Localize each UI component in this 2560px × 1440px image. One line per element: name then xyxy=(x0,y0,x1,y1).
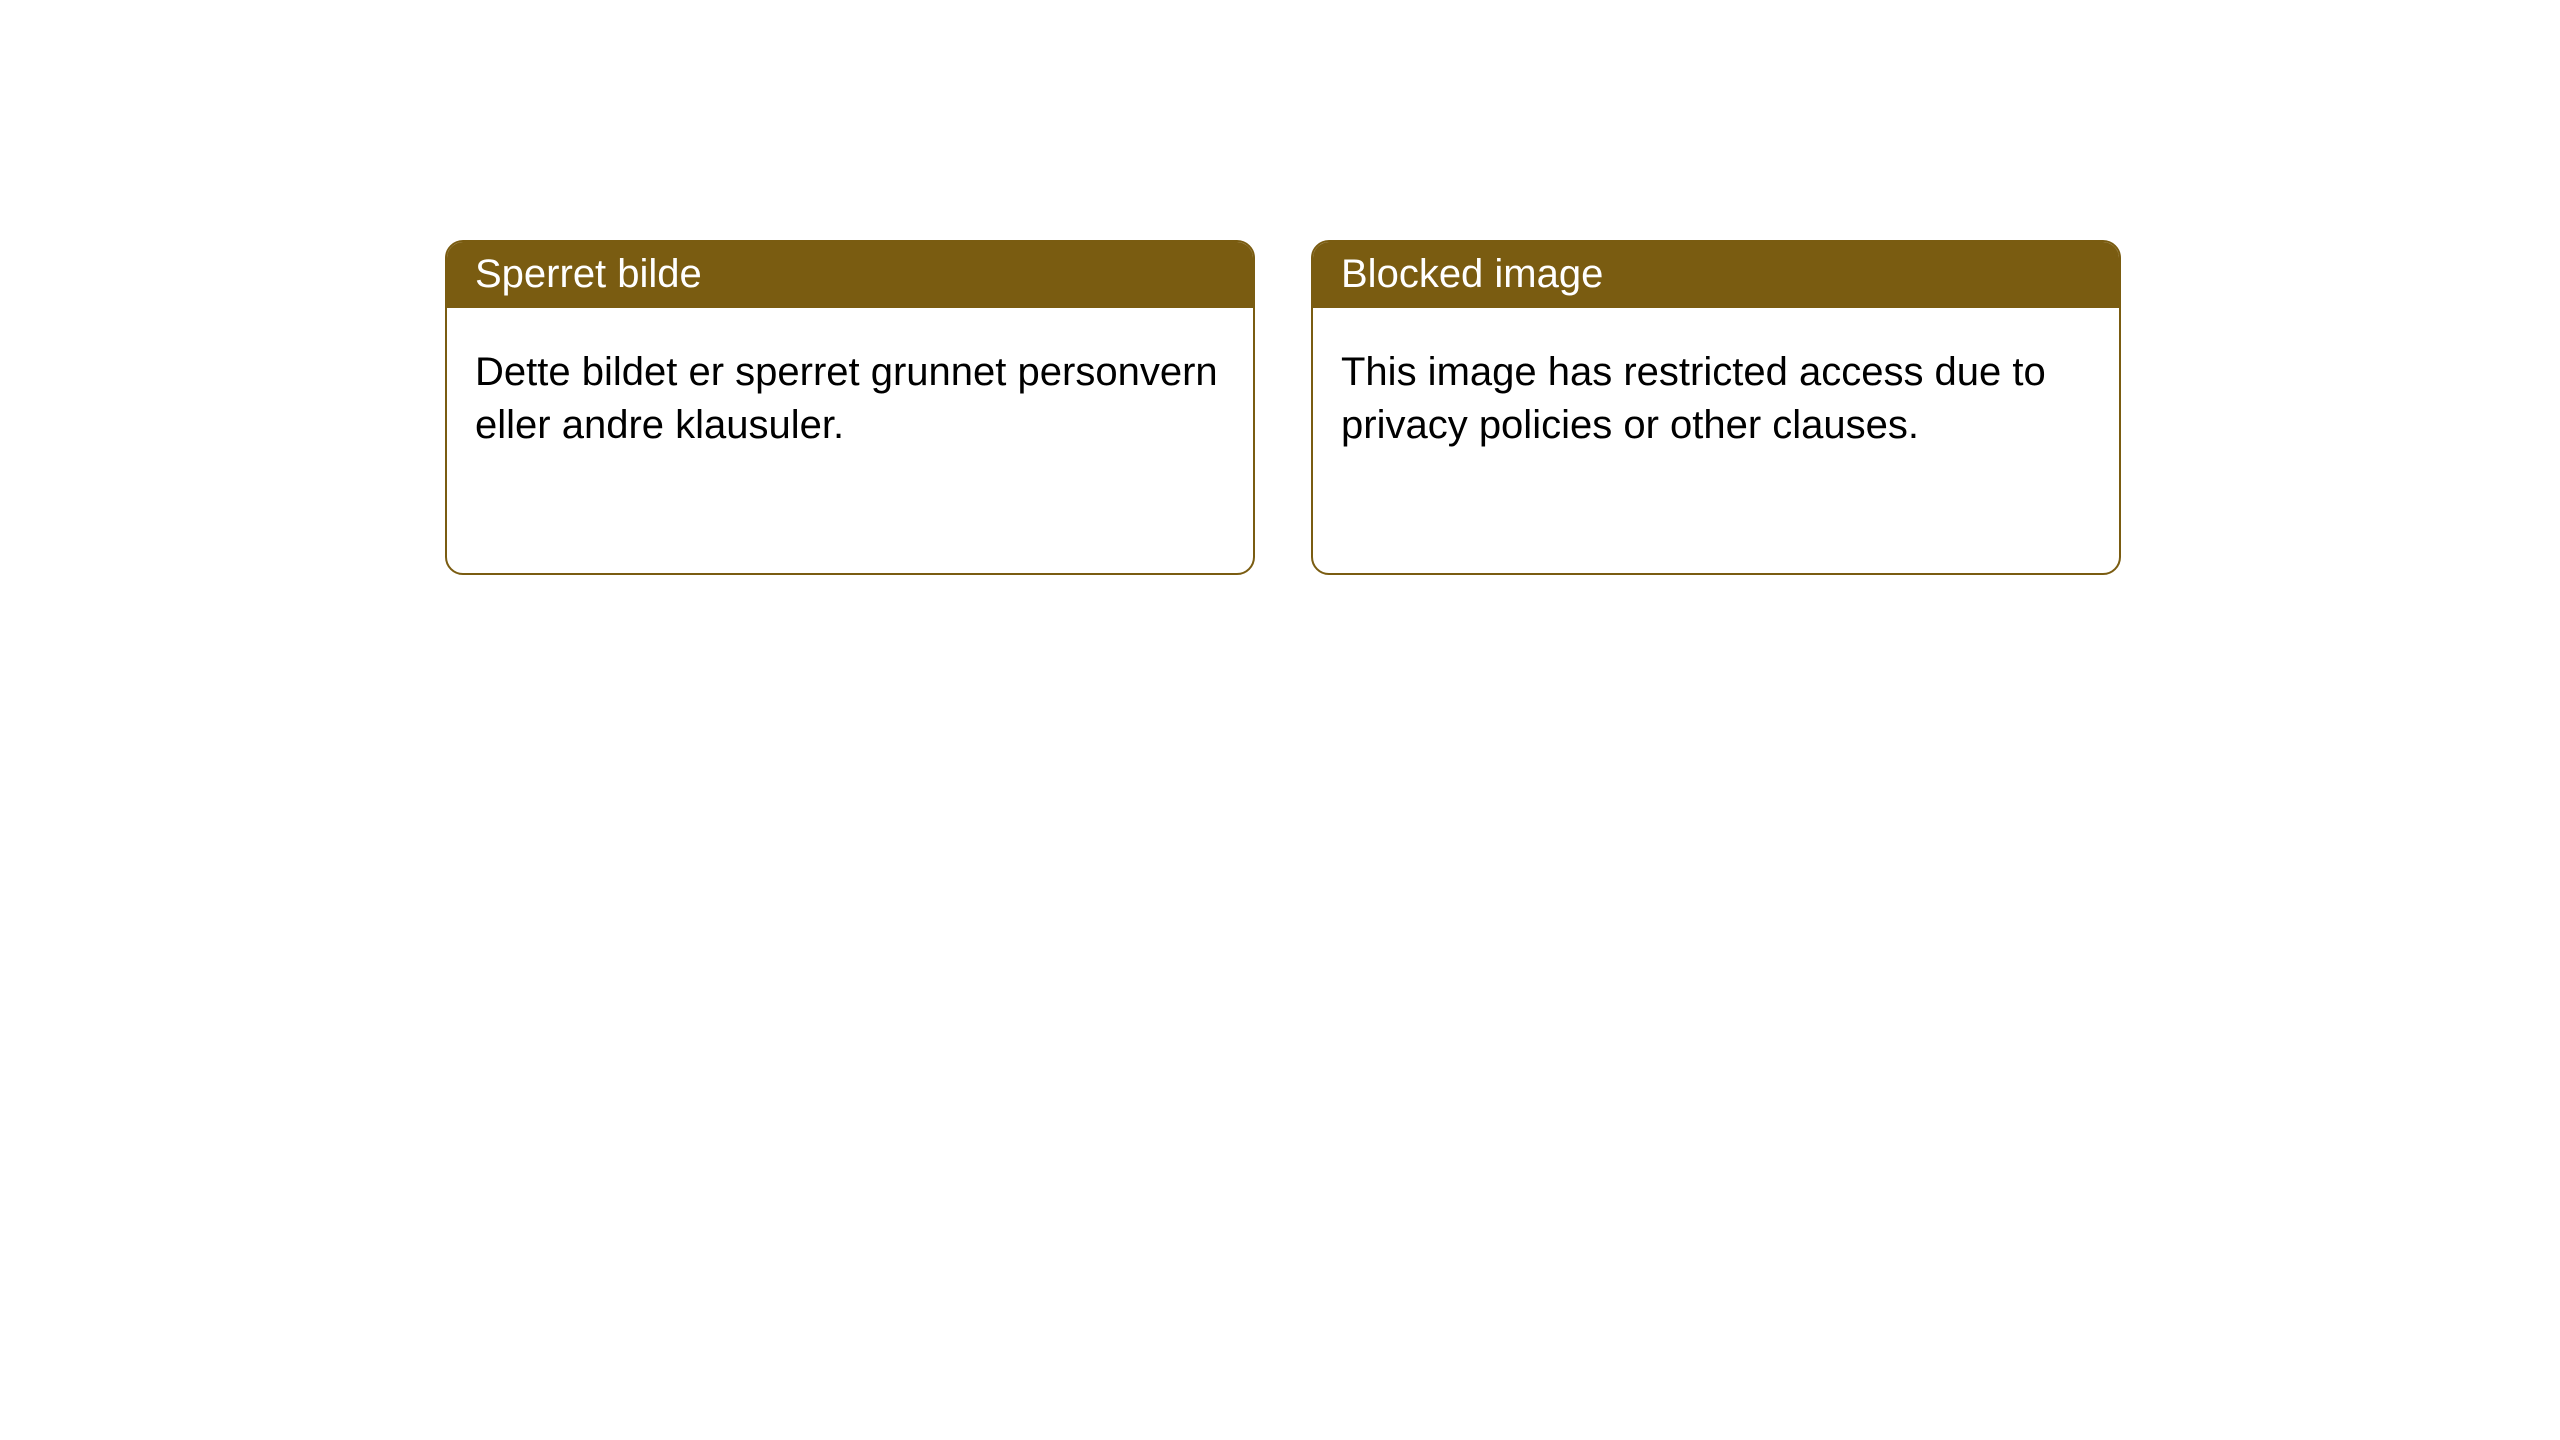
notice-cards-container: Sperret bilde Dette bildet er sperret gr… xyxy=(0,0,2560,575)
card-title-en: Blocked image xyxy=(1313,242,2119,308)
card-body-no: Dette bildet er sperret grunnet personve… xyxy=(447,308,1253,480)
blocked-image-card-no: Sperret bilde Dette bildet er sperret gr… xyxy=(445,240,1255,575)
card-title-no: Sperret bilde xyxy=(447,242,1253,308)
blocked-image-card-en: Blocked image This image has restricted … xyxy=(1311,240,2121,575)
card-body-en: This image has restricted access due to … xyxy=(1313,308,2119,480)
